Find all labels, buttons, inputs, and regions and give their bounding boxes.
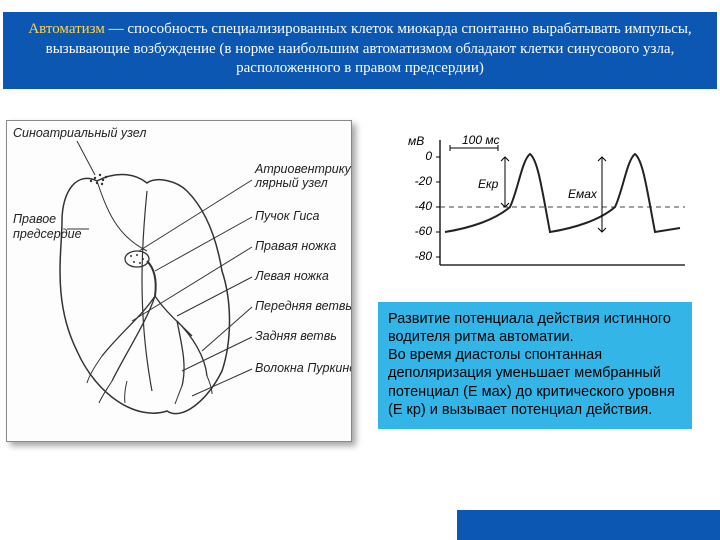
label-left-bundle: Левая ножка (254, 269, 329, 283)
label-sa-node: Синоатриальный узел (13, 126, 146, 140)
ytick-4: -80 (415, 249, 433, 263)
heart-diagram: Атриовентрику- лярный узел Пучок Гиса Пр… (6, 120, 352, 442)
definition-banner: Автоматизм — способность специализирован… (3, 12, 717, 89)
leader-lines (132, 180, 252, 396)
ytick-0: 0 (425, 149, 432, 163)
y-label: мВ (408, 134, 424, 148)
banner-dash: — (105, 21, 128, 37)
ytick-2: -40 (415, 199, 433, 213)
ekr-label: Екр (478, 177, 499, 191)
left-bundle (155, 296, 207, 386)
label-his: Пучок Гиса (255, 209, 320, 223)
atrium-line (97, 181, 147, 251)
label-av-node-2: лярный узел (254, 176, 328, 190)
time-label: 100 мс (462, 133, 499, 147)
footer-stripe (457, 510, 720, 540)
caption-box: Развитие потенциала действия истинного в… (378, 302, 692, 429)
av-node (125, 251, 149, 267)
label-right-atrium-1: Правое (13, 212, 56, 226)
emax-arrow (598, 157, 606, 232)
emax-label: Емах (568, 187, 598, 201)
term-automatism: Автоматизм (28, 21, 105, 37)
heart-svg: Атриовентрику- лярный узел Пучок Гиса Пр… (7, 121, 351, 441)
caption-p2: Во время диастолы спонтанная деполяризац… (388, 347, 675, 417)
label-right-bundle: Правая ножка (255, 239, 336, 253)
label-ant-branch: Передняя ветвь (255, 299, 351, 313)
action-potential-graph: 0 -20 -40 -60 -80 мВ 100 мс Екр (390, 130, 690, 280)
graph-svg: 0 -20 -40 -60 -80 мВ 100 мс Екр (390, 130, 690, 280)
ytick-1: -20 (415, 174, 433, 188)
ytick-3: -60 (415, 224, 433, 238)
ekr-arrow (501, 157, 509, 207)
his-trunk (147, 261, 156, 296)
septum (142, 191, 152, 391)
label-av-node-1: Атриовентрику- (254, 162, 351, 176)
label-purkinje: Волокна Пуркине (255, 361, 351, 375)
sa-leader (77, 141, 95, 175)
label-post-branch: Задняя ветвь (255, 329, 337, 343)
ap-curve (445, 154, 680, 232)
banner-text: способность специализированных клеток ми… (46, 21, 692, 76)
right-bundle (102, 296, 155, 381)
caption-p1: Развитие потенциала действия истинного в… (388, 311, 671, 345)
